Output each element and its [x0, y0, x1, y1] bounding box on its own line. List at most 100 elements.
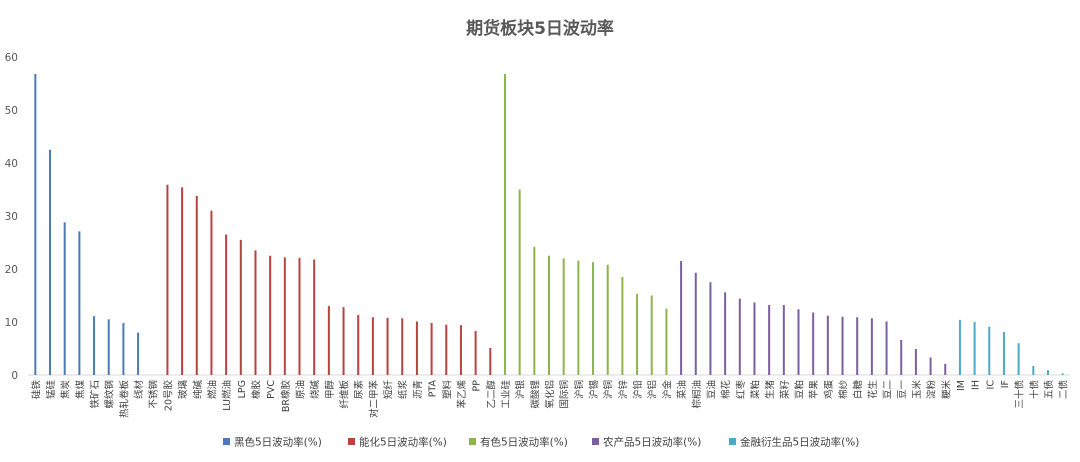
bar — [489, 347, 492, 375]
x-tick-label: PP — [472, 380, 483, 392]
bar — [1061, 373, 1064, 375]
x-tick-label: 棉纱 — [838, 380, 850, 400]
x-tick-label: 热轧卷板 — [118, 380, 130, 419]
bar — [459, 325, 462, 375]
bar — [503, 73, 506, 376]
bar — [415, 321, 418, 375]
x-tick-label: 线材 — [133, 380, 145, 400]
bar — [548, 255, 550, 375]
x-tick-label: 锰硅 — [45, 380, 57, 400]
x-tick-label: 硅铁 — [30, 380, 42, 400]
bar — [782, 305, 785, 375]
x-tick-label: 豆一 — [897, 380, 908, 400]
y-tick-label: 50 — [5, 105, 18, 117]
bar — [812, 312, 815, 375]
bar — [768, 305, 771, 375]
x-tick-label: 白糖 — [852, 380, 864, 400]
x-tick-label: 甲醇 — [324, 380, 336, 400]
bar — [342, 307, 345, 375]
x-tick-label: 五债 — [1043, 380, 1055, 400]
legend-label: 金融衍生品5日波动率(%) — [740, 436, 859, 449]
x-tick-label: 焦煤 — [74, 380, 86, 400]
x-tick-label: 塑料 — [441, 380, 453, 400]
bar — [694, 272, 697, 375]
x-tick-label: BR橡胶 — [280, 380, 292, 413]
bar — [78, 231, 81, 375]
legend-swatch — [348, 438, 355, 445]
x-tick-label: IM — [956, 380, 967, 391]
bar — [1002, 332, 1005, 375]
x-tick-label: 纤维板 — [339, 380, 351, 409]
x-tick-label: 鸡蛋 — [823, 380, 835, 400]
bar — [577, 260, 580, 375]
bar — [738, 298, 741, 375]
legend-label: 有色5日波动率(%) — [480, 436, 568, 449]
x-tick-label: 纯碱 — [192, 380, 204, 400]
bar — [988, 326, 991, 375]
x-tick-label: 棉花 — [720, 380, 732, 400]
bar — [944, 363, 947, 375]
x-tick-label: 沪金 — [661, 380, 673, 400]
x-tick-label: 沥青 — [412, 380, 424, 399]
bar — [929, 357, 932, 375]
x-tick-label: LU燃油 — [221, 380, 233, 411]
bar — [49, 149, 52, 375]
x-tick-label: 碳酸锂 — [529, 380, 541, 409]
y-tick-label: 60 — [5, 52, 18, 64]
x-tick-label: 不锈钢 — [148, 380, 160, 409]
x-tick-label: IF — [1000, 380, 1011, 388]
bar — [254, 250, 257, 375]
x-tick-label: 豆二 — [883, 380, 894, 399]
x-tick-label: 红枣 — [735, 380, 747, 400]
bar — [445, 324, 448, 375]
x-tick-label: IC — [985, 380, 996, 390]
bar — [797, 309, 800, 375]
bar — [914, 349, 917, 375]
x-tick-label: 苹果 — [808, 380, 820, 400]
x-tick-label: 棕榈油 — [691, 380, 703, 409]
x-tick-label: 尿素 — [353, 380, 365, 400]
y-tick-label: 10 — [5, 317, 18, 329]
x-tick-label: 沪铅 — [632, 380, 644, 400]
x-tick-label: 二债 — [1058, 380, 1070, 400]
bar — [474, 331, 477, 375]
bar — [371, 317, 374, 375]
legend-swatch — [223, 438, 230, 445]
x-tick-label: 玻璃 — [177, 380, 189, 399]
x-tick-label: 苯乙烯 — [456, 380, 468, 409]
legend-label: 能化5日波动率(%) — [359, 436, 447, 449]
bar — [63, 222, 66, 375]
x-tick-label: 三十债 — [1014, 380, 1026, 409]
x-tick-label: 原油 — [295, 380, 307, 399]
bar — [298, 257, 301, 375]
x-tick-label: PTA — [428, 380, 439, 398]
bar — [401, 318, 404, 375]
bar — [650, 295, 653, 375]
bar — [753, 302, 756, 375]
bar — [870, 318, 873, 375]
bar — [137, 332, 140, 375]
bar — [973, 322, 976, 375]
x-tick-label: IH — [971, 380, 982, 390]
bar — [239, 239, 242, 375]
x-tick-label: 粳米 — [940, 380, 952, 400]
bar — [518, 189, 521, 375]
y-tick-label: 30 — [5, 211, 18, 223]
bar — [592, 262, 595, 375]
bar — [709, 282, 712, 375]
x-tick-label: 对二甲苯 — [368, 380, 380, 419]
bar — [1017, 343, 1020, 375]
x-tick-label: 氧化铝 — [544, 380, 556, 409]
y-tick-label: 20 — [5, 264, 18, 276]
bar — [166, 184, 169, 375]
x-tick-label: 生猪 — [764, 380, 776, 400]
bar — [122, 323, 125, 375]
bar — [181, 187, 184, 375]
bar — [225, 234, 228, 375]
x-tick-label: 工业硅 — [500, 380, 512, 409]
y-tick-label: 40 — [5, 158, 18, 170]
bar — [856, 317, 859, 375]
bar — [562, 258, 565, 375]
